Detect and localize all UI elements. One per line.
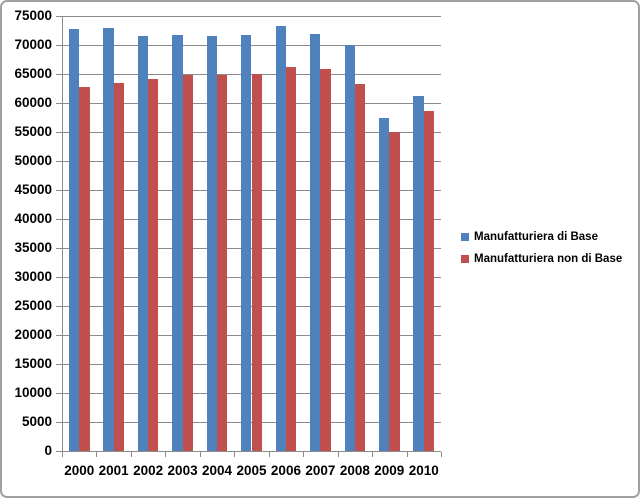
y-axis-tick-label: 35000 bbox=[14, 240, 52, 255]
y-axis-tick bbox=[56, 364, 62, 365]
bar-di-base-2006 bbox=[275, 25, 286, 451]
legend-item-di-base: Manufatturiera di Base bbox=[461, 226, 622, 248]
x-axis-tick bbox=[165, 452, 167, 457]
bar-di-base-2002 bbox=[137, 35, 149, 451]
x-axis-category-label: 2002 bbox=[133, 463, 164, 478]
x-axis-tick bbox=[268, 452, 270, 457]
x-axis-tick bbox=[96, 452, 98, 457]
y-axis-tick bbox=[56, 132, 62, 133]
x-axis-tick bbox=[199, 452, 201, 457]
x-axis-tick bbox=[130, 452, 132, 457]
y-axis-line bbox=[62, 16, 63, 452]
legend-marker-di-base bbox=[461, 233, 469, 241]
y-axis-tick bbox=[56, 451, 62, 452]
x-axis-tick bbox=[337, 452, 339, 457]
y-axis-tick-label: 40000 bbox=[14, 211, 52, 226]
x-axis-line bbox=[62, 451, 441, 452]
x-axis-category-label: 2009 bbox=[374, 463, 405, 478]
y-axis-tick bbox=[56, 45, 62, 46]
y-axis-tick-label: 70000 bbox=[14, 37, 52, 52]
y-axis-tick-label: 55000 bbox=[14, 124, 52, 139]
legend-label-non-di-base: Manufatturiera non di Base bbox=[474, 253, 623, 265]
bar-non-di-base-2003 bbox=[182, 75, 193, 451]
x-axis-category-label: 2000 bbox=[64, 463, 95, 478]
gridline bbox=[62, 16, 441, 17]
y-axis-tick bbox=[56, 161, 62, 162]
bar-di-base-2000 bbox=[68, 29, 80, 451]
x-axis-tick bbox=[62, 452, 63, 457]
bar-non-di-base-2006 bbox=[285, 67, 297, 451]
y-axis-tick-label: 50000 bbox=[14, 153, 52, 168]
y-axis-tick bbox=[56, 277, 62, 278]
bar-non-di-base-2009 bbox=[389, 132, 400, 451]
x-axis-category-label: 2010 bbox=[408, 463, 439, 478]
bar-non-di-base-2002 bbox=[148, 79, 159, 451]
y-axis-tick bbox=[56, 393, 62, 394]
y-axis-tick bbox=[56, 16, 62, 17]
bar-non-di-base-2007 bbox=[320, 68, 331, 451]
y-axis-tick bbox=[56, 306, 62, 307]
y-axis-tick bbox=[56, 422, 62, 423]
y-axis-tick-label: 20000 bbox=[14, 327, 52, 342]
x-axis-tick bbox=[372, 452, 374, 457]
y-axis-tick-label: 75000 bbox=[14, 8, 52, 23]
y-axis-tick-label: 15000 bbox=[14, 356, 52, 371]
bar-di-base-2004 bbox=[206, 36, 218, 451]
y-axis-tick-label: 25000 bbox=[14, 298, 52, 313]
y-axis-tick-label: 65000 bbox=[14, 66, 52, 81]
y-axis-tick-label: 60000 bbox=[14, 95, 52, 110]
bar-di-base-2003 bbox=[172, 34, 183, 451]
x-axis-category-label: 2001 bbox=[98, 463, 129, 478]
bar-non-di-base-2008 bbox=[354, 84, 366, 451]
x-axis-category-label: 2007 bbox=[305, 463, 336, 478]
y-axis-tick-label: 0 bbox=[44, 443, 52, 458]
y-axis-tick-label: 30000 bbox=[14, 269, 52, 284]
gridline bbox=[62, 45, 441, 46]
bar-di-base-2008 bbox=[344, 45, 355, 451]
x-axis-tick bbox=[303, 452, 305, 457]
bar-di-base-2009 bbox=[378, 117, 390, 451]
x-axis-tick bbox=[234, 452, 236, 457]
y-axis-tick-label: 10000 bbox=[14, 385, 52, 400]
legend-marker-non-di-base bbox=[461, 255, 469, 263]
bar-non-di-base-2000 bbox=[79, 87, 90, 451]
legend-item-non-di-base: Manufatturiera non di Base bbox=[461, 248, 622, 270]
y-axis-tick bbox=[56, 248, 62, 249]
bar-di-base-2001 bbox=[103, 27, 114, 451]
y-axis-tick bbox=[56, 74, 62, 75]
y-axis-tick-label: 5000 bbox=[21, 414, 52, 429]
x-axis-category-label: 2004 bbox=[202, 463, 233, 478]
bar-non-di-base-2001 bbox=[113, 82, 124, 451]
bar-non-di-base-2005 bbox=[251, 74, 262, 451]
x-axis-tick bbox=[441, 452, 442, 457]
x-axis-category-label: 2006 bbox=[270, 463, 301, 478]
bar-non-di-base-2010 bbox=[423, 110, 435, 451]
x-axis-category-label: 2008 bbox=[339, 463, 370, 478]
legend-label-di-base: Manufatturiera di Base bbox=[474, 231, 598, 243]
bar-di-base-2005 bbox=[241, 35, 252, 451]
y-axis-tick bbox=[56, 190, 62, 191]
x-axis-tick bbox=[406, 452, 408, 457]
x-axis-category-label: 2005 bbox=[236, 463, 267, 478]
bar-non-di-base-2004 bbox=[217, 74, 228, 451]
y-axis-tick-label: 45000 bbox=[14, 182, 52, 197]
bar-di-base-2007 bbox=[310, 33, 321, 451]
y-axis-tick bbox=[56, 335, 62, 336]
y-axis-tick bbox=[56, 103, 62, 104]
y-axis-tick bbox=[56, 219, 62, 220]
x-axis-category-label: 2003 bbox=[167, 463, 198, 478]
bar-di-base-2010 bbox=[413, 96, 424, 451]
legend: Manufatturiera di Base Manufatturiera non… bbox=[461, 226, 622, 270]
